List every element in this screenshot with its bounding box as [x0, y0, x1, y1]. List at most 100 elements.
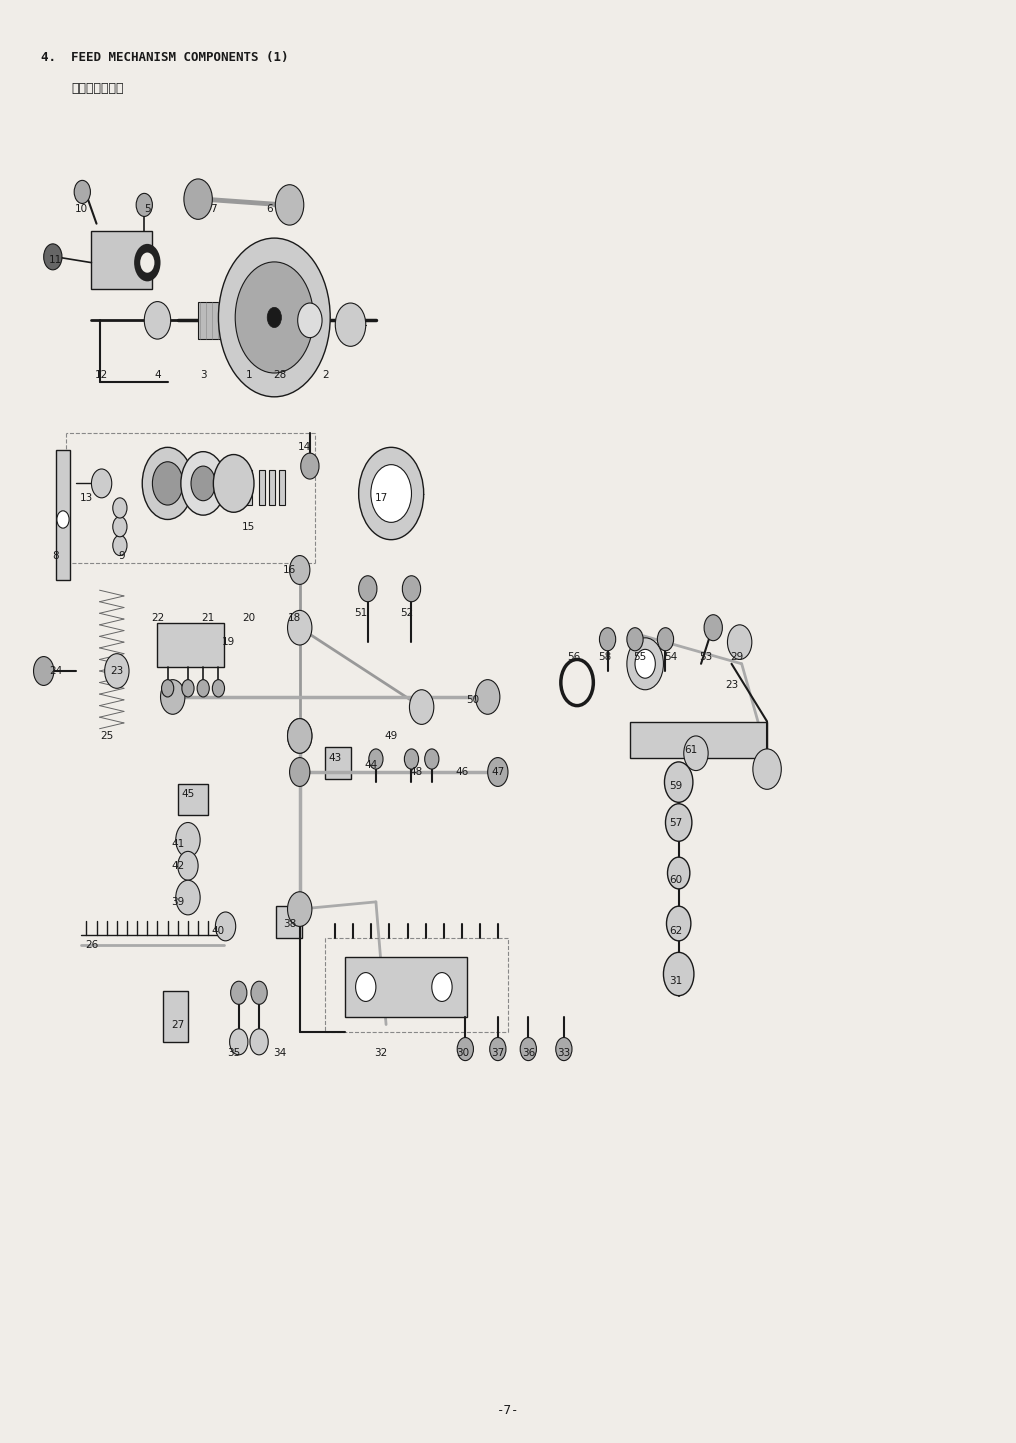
Text: 62: 62 — [669, 926, 683, 935]
Bar — [157, 623, 224, 667]
Circle shape — [250, 1029, 268, 1055]
Circle shape — [235, 263, 313, 372]
Text: 30: 30 — [456, 1049, 468, 1058]
Circle shape — [215, 912, 236, 941]
Circle shape — [569, 671, 585, 694]
Text: 21: 21 — [201, 613, 215, 622]
Circle shape — [335, 303, 366, 346]
Circle shape — [251, 981, 267, 1004]
Text: 2: 2 — [322, 371, 328, 380]
Bar — [56, 450, 70, 580]
Circle shape — [152, 462, 183, 505]
Circle shape — [753, 749, 781, 789]
Circle shape — [727, 625, 752, 659]
Circle shape — [432, 973, 452, 1001]
Text: 52: 52 — [399, 609, 414, 618]
Circle shape — [136, 193, 152, 216]
Bar — [325, 747, 351, 779]
Text: 24: 24 — [49, 667, 63, 675]
Circle shape — [134, 244, 161, 281]
Text: 44: 44 — [364, 760, 378, 769]
Circle shape — [663, 952, 694, 996]
Bar — [246, 470, 252, 505]
Text: 40: 40 — [212, 926, 225, 935]
Circle shape — [475, 680, 500, 714]
Text: 17: 17 — [374, 494, 388, 502]
Circle shape — [664, 762, 693, 802]
Circle shape — [176, 823, 200, 857]
Circle shape — [599, 628, 616, 651]
Text: 23: 23 — [110, 667, 124, 675]
Bar — [269, 470, 275, 505]
Text: 43: 43 — [328, 753, 342, 762]
Text: 25: 25 — [100, 732, 114, 740]
Circle shape — [457, 1038, 473, 1061]
Circle shape — [627, 638, 663, 690]
Text: 57: 57 — [669, 818, 683, 827]
Text: 39: 39 — [171, 898, 185, 906]
Circle shape — [197, 680, 209, 697]
Circle shape — [105, 654, 129, 688]
Text: 14: 14 — [298, 443, 312, 452]
Circle shape — [298, 303, 322, 338]
Circle shape — [627, 628, 643, 651]
Text: 60: 60 — [670, 876, 682, 885]
Circle shape — [267, 307, 281, 328]
Circle shape — [704, 615, 722, 641]
Text: 26: 26 — [84, 941, 99, 949]
Circle shape — [213, 455, 254, 512]
Circle shape — [684, 736, 708, 771]
Circle shape — [140, 253, 154, 273]
Text: 12: 12 — [94, 371, 109, 380]
Circle shape — [144, 302, 171, 339]
Bar — [630, 722, 767, 758]
Circle shape — [191, 466, 215, 501]
Circle shape — [113, 535, 127, 556]
Text: 7: 7 — [210, 205, 216, 214]
Circle shape — [402, 576, 421, 602]
Text: 8: 8 — [53, 551, 59, 560]
Text: 22: 22 — [150, 613, 165, 622]
Circle shape — [178, 851, 198, 880]
Text: 36: 36 — [521, 1049, 535, 1058]
Circle shape — [181, 452, 226, 515]
Text: 28: 28 — [272, 371, 287, 380]
Circle shape — [635, 649, 655, 678]
Text: 45: 45 — [181, 789, 195, 798]
Circle shape — [288, 719, 312, 753]
Text: 18: 18 — [288, 613, 302, 622]
Text: 35: 35 — [227, 1049, 241, 1058]
Bar — [178, 784, 208, 815]
Circle shape — [369, 749, 383, 769]
Text: 49: 49 — [384, 732, 398, 740]
Text: 15: 15 — [242, 522, 256, 531]
Text: 13: 13 — [79, 494, 93, 502]
Text: 42: 42 — [171, 861, 185, 870]
Circle shape — [161, 680, 185, 714]
Bar — [276, 906, 302, 938]
Circle shape — [57, 511, 69, 528]
Circle shape — [74, 180, 90, 203]
Bar — [198, 302, 244, 339]
Circle shape — [182, 680, 194, 697]
Text: 47: 47 — [491, 768, 505, 776]
Text: 23: 23 — [724, 681, 739, 690]
Circle shape — [520, 1038, 536, 1061]
Circle shape — [288, 719, 312, 753]
Text: 56: 56 — [567, 652, 581, 661]
Circle shape — [490, 1038, 506, 1061]
Circle shape — [230, 1029, 248, 1055]
Text: 11: 11 — [49, 255, 63, 264]
Circle shape — [371, 465, 411, 522]
Text: 54: 54 — [663, 652, 678, 661]
Text: 3: 3 — [200, 371, 206, 380]
Bar — [279, 470, 285, 505]
Text: 6: 6 — [266, 205, 272, 214]
Circle shape — [290, 758, 310, 786]
Circle shape — [288, 610, 312, 645]
Circle shape — [44, 244, 62, 270]
Circle shape — [142, 447, 193, 519]
Text: 38: 38 — [282, 919, 297, 928]
Text: 1: 1 — [246, 371, 252, 380]
Circle shape — [425, 749, 439, 769]
